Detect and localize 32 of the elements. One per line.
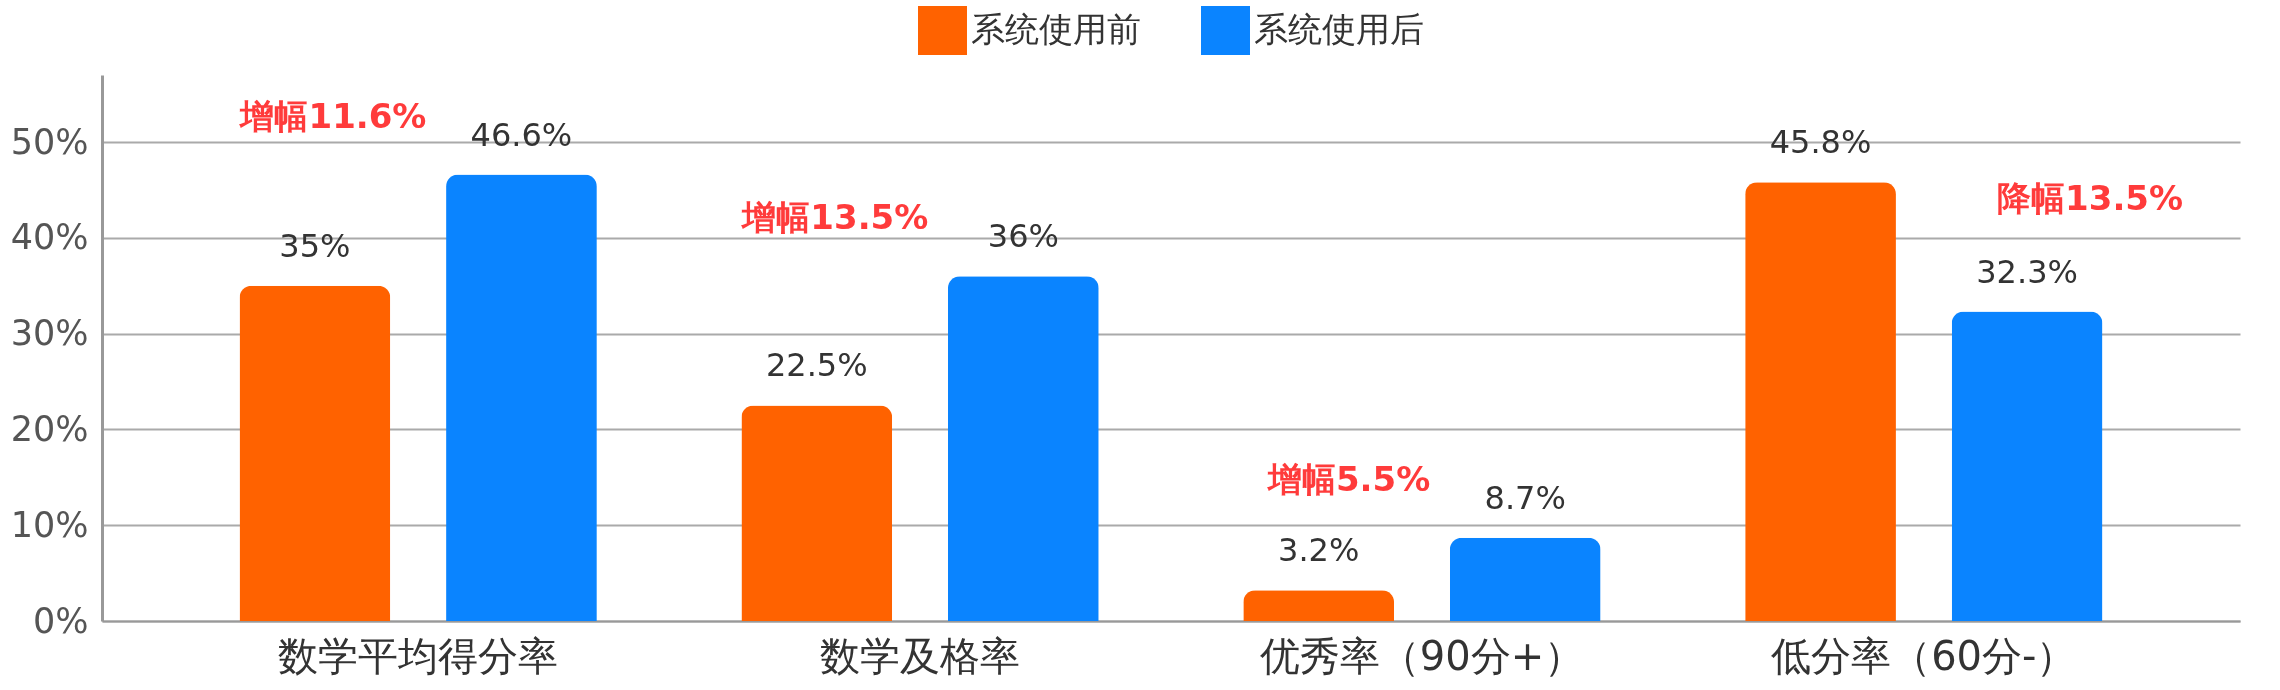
y-tick-label: 40% bbox=[10, 217, 89, 258]
bar bbox=[947, 276, 1099, 621]
x-tick-label: 低分率（60分-） bbox=[1771, 632, 2077, 679]
y-tick-label: 30% bbox=[10, 313, 89, 354]
data-label: 35% bbox=[279, 226, 351, 265]
annotation: 降幅13.5% bbox=[1997, 177, 2184, 218]
annotation: 增幅11.6% bbox=[238, 95, 427, 136]
data-label: 36% bbox=[987, 217, 1059, 256]
y-tick-label: 20% bbox=[10, 408, 89, 449]
x-tick-label: 优秀率（90分+） bbox=[1259, 632, 1585, 679]
legend-label: 系统使用后 bbox=[1254, 8, 1424, 49]
data-label: 32.3% bbox=[1976, 252, 2078, 291]
bar bbox=[1951, 311, 2103, 621]
bar bbox=[1745, 182, 1896, 621]
bar bbox=[1243, 590, 1395, 621]
bar bbox=[1449, 537, 1601, 621]
data-label: 46.6% bbox=[470, 115, 573, 154]
y-tick-label: 0% bbox=[32, 600, 89, 641]
annotation: 增幅13.5% bbox=[740, 197, 929, 238]
x-tick-label: 数学平均得分率 bbox=[278, 632, 559, 679]
bar bbox=[446, 174, 597, 621]
y-tick-label: 10% bbox=[10, 504, 89, 545]
bar bbox=[741, 405, 893, 621]
x-tick-label: 数学及格率 bbox=[820, 632, 1021, 679]
legend-label: 系统使用前 bbox=[971, 8, 1141, 49]
data-label: 22.5% bbox=[765, 346, 868, 385]
data-label: 3.2% bbox=[1278, 531, 1360, 570]
data-label: 45.8% bbox=[1769, 123, 1872, 162]
annotation: 增幅5.5% bbox=[1265, 458, 1431, 499]
data-label: 8.7% bbox=[1484, 478, 1566, 517]
y-tick-label: 50% bbox=[10, 121, 89, 162]
bar bbox=[239, 285, 391, 621]
